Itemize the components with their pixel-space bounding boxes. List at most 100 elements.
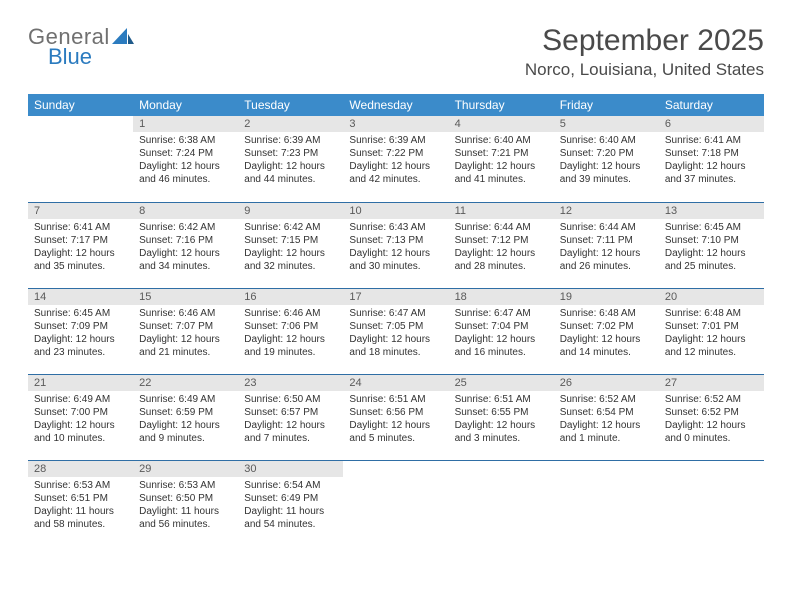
calendar-cell: 13Sunrise: 6:45 AMSunset: 7:10 PMDayligh… <box>659 202 764 288</box>
calendar-body: 1Sunrise: 6:38 AMSunset: 7:24 PMDaylight… <box>28 116 764 546</box>
day-sunset: Sunset: 7:18 PM <box>665 147 758 160</box>
calendar-cell: 15Sunrise: 6:46 AMSunset: 7:07 PMDayligh… <box>133 288 238 374</box>
day-day1: Daylight: 12 hours <box>560 160 653 173</box>
weekday-header-row: Sunday Monday Tuesday Wednesday Thursday… <box>28 94 764 116</box>
day-number: 13 <box>659 203 764 219</box>
day-day1: Daylight: 12 hours <box>349 419 442 432</box>
day-sunset: Sunset: 7:02 PM <box>560 320 653 333</box>
calendar-cell: 2Sunrise: 6:39 AMSunset: 7:23 PMDaylight… <box>238 116 343 202</box>
day-day2: and 37 minutes. <box>665 173 758 186</box>
day-sunrise: Sunrise: 6:41 AM <box>34 221 127 234</box>
day-number: 28 <box>28 461 133 477</box>
day-sunset: Sunset: 7:22 PM <box>349 147 442 160</box>
day-sunset: Sunset: 6:56 PM <box>349 406 442 419</box>
calendar-cell: 23Sunrise: 6:50 AMSunset: 6:57 PMDayligh… <box>238 374 343 460</box>
calendar-week-row: 21 Sunrise: 6:49 AMSunset: 7:00 PM Dayligh… <box>28 374 764 460</box>
day-detail: Sunrise: 6:42 AMSunset: 7:16 PMDaylight:… <box>133 219 238 277</box>
day-number: 11 <box>449 203 554 219</box>
day-detail: Sunrise: 6:51 AMSunset: 6:56 PMDaylight:… <box>343 391 448 449</box>
calendar-cell: 17Sunrise: 6:47 AMSunset: 7:05 PMDayligh… <box>343 288 448 374</box>
day-day2: and 28 minutes. <box>455 260 548 273</box>
day-day1: Daylight: 12 hours <box>560 419 653 432</box>
calendar-cell: 3Sunrise: 6:39 AMSunset: 7:22 PMDaylight… <box>343 116 448 202</box>
calendar-cell: 27Sunrise: 6:52 AMSunset: 6:52 PMDayligh… <box>659 374 764 460</box>
day-number: 19 <box>554 289 659 305</box>
location-text: Norco, Louisiana, United States <box>525 60 764 80</box>
day-detail: Sunrise: 6:39 AMSunset: 7:22 PMDaylight:… <box>343 132 448 190</box>
day-day2: and 3 minutes. <box>455 432 548 445</box>
day-day1: Daylight: 12 hours <box>139 419 232 432</box>
day-day1: Daylight: 12 hours <box>665 247 758 260</box>
day-sunrise: Sunrise: 6:53 AM <box>34 479 127 492</box>
day-sunrise: Sunrise: 6:44 AM <box>560 221 653 234</box>
title-block: September 2025 Norco, Louisiana, United … <box>525 24 764 80</box>
day-number: 25 <box>449 375 554 391</box>
day-detail: Sunrise: 6:40 AMSunset: 7:21 PMDaylight:… <box>449 132 554 190</box>
day-day1: Daylight: 12 hours <box>560 247 653 260</box>
day-sunrise: Sunrise: 6:40 AM <box>455 134 548 147</box>
day-day2: and 46 minutes. <box>139 173 232 186</box>
day-day1: Daylight: 11 hours <box>139 505 232 518</box>
day-sunrise: Sunrise: 6:45 AM <box>34 307 127 320</box>
day-detail: Sunrise: 6:41 AMSunset: 7:18 PMDaylight:… <box>659 132 764 190</box>
day-sunset: Sunset: 7:00 PM <box>34 406 127 419</box>
sail-icon <box>112 26 134 49</box>
logo-text-blue: Blue <box>48 44 92 70</box>
day-day2: and 39 minutes. <box>560 173 653 186</box>
day-sunrise: Sunrise: 6:52 AM <box>665 393 758 406</box>
day-day1: Daylight: 12 hours <box>244 247 337 260</box>
day-sunrise: Sunrise: 6:44 AM <box>455 221 548 234</box>
day-sunrise: Sunrise: 6:51 AM <box>455 393 548 406</box>
day-number: 1 <box>133 116 238 132</box>
day-number: 4 <box>449 116 554 132</box>
day-number: 20 <box>659 289 764 305</box>
day-sunset: Sunset: 7:05 PM <box>349 320 442 333</box>
day-sunrise: Sunrise: 6:49 AM <box>34 393 127 406</box>
day-day2: and 9 minutes. <box>139 432 232 445</box>
day-detail: Sunrise: 6:50 AMSunset: 6:57 PMDaylight:… <box>238 391 343 449</box>
day-number: 16 <box>238 289 343 305</box>
day-detail: Sunrise: 6:48 AMSunset: 7:02 PMDaylight:… <box>554 305 659 363</box>
day-detail: Sunrise: 6:53 AMSunset: 6:51 PMDaylight:… <box>28 477 133 535</box>
day-sunset: Sunset: 6:51 PM <box>34 492 127 505</box>
day-sunset: Sunset: 6:55 PM <box>455 406 548 419</box>
day-sunrise: Sunrise: 6:51 AM <box>349 393 442 406</box>
calendar-cell: 24Sunrise: 6:51 AMSunset: 6:56 PMDayligh… <box>343 374 448 460</box>
day-number: 30 <box>238 461 343 477</box>
day-day2: and 44 minutes. <box>244 173 337 186</box>
day-day2: and 56 minutes. <box>139 518 232 531</box>
day-day1: Daylight: 12 hours <box>349 247 442 260</box>
day-detail: Sunrise: 6:54 AMSunset: 6:49 PMDaylight:… <box>238 477 343 535</box>
calendar-cell <box>659 460 764 546</box>
day-day1: Daylight: 12 hours <box>455 160 548 173</box>
weekday-header: Friday <box>554 94 659 116</box>
day-detail: Sunrise: 6:48 AMSunset: 7:01 PMDaylight:… <box>659 305 764 363</box>
day-sunrise: Sunrise: 6:47 AM <box>455 307 548 320</box>
calendar-week-row: 7Sunrise: 6:41 AMSunset: 7:17 PMDaylight… <box>28 202 764 288</box>
day-sunset: Sunset: 6:49 PM <box>244 492 337 505</box>
day-sunset: Sunset: 6:59 PM <box>139 406 232 419</box>
day-detail: Sunrise: 6:46 AMSunset: 7:06 PMDaylight:… <box>238 305 343 363</box>
day-day2: and 1 minute. <box>560 432 653 445</box>
day-detail: Sunrise: 6:49 AMSunset: 6:59 PMDaylight:… <box>133 391 238 449</box>
day-sunset: Sunset: 7:07 PM <box>139 320 232 333</box>
day-day1: Daylight: 12 hours <box>455 333 548 346</box>
day-day2: and 41 minutes. <box>455 173 548 186</box>
calendar-cell: 18Sunrise: 6:47 AMSunset: 7:04 PMDayligh… <box>449 288 554 374</box>
calendar-cell <box>28 116 133 202</box>
day-detail: Sunrise: 6:41 AMSunset: 7:17 PMDaylight:… <box>28 219 133 277</box>
weekday-header: Thursday <box>449 94 554 116</box>
calendar-cell: 16Sunrise: 6:46 AMSunset: 7:06 PMDayligh… <box>238 288 343 374</box>
day-number: 7 <box>28 203 133 219</box>
day-number: 5 <box>554 116 659 132</box>
day-detail: Sunrise: 6:44 AMSunset: 7:11 PMDaylight:… <box>554 219 659 277</box>
day-sunset: Sunset: 7:23 PM <box>244 147 337 160</box>
day-day2: and 10 minutes. <box>34 432 127 445</box>
day-number: 21 <box>28 375 133 391</box>
calendar-cell: 19Sunrise: 6:48 AMSunset: 7:02 PMDayligh… <box>554 288 659 374</box>
calendar-cell <box>554 460 659 546</box>
day-detail: Sunrise: 6:44 AMSunset: 7:12 PMDaylight:… <box>449 219 554 277</box>
calendar-cell: 9Sunrise: 6:42 AMSunset: 7:15 PMDaylight… <box>238 202 343 288</box>
day-sunrise: Sunrise: 6:39 AM <box>244 134 337 147</box>
day-sunset: Sunset: 7:15 PM <box>244 234 337 247</box>
